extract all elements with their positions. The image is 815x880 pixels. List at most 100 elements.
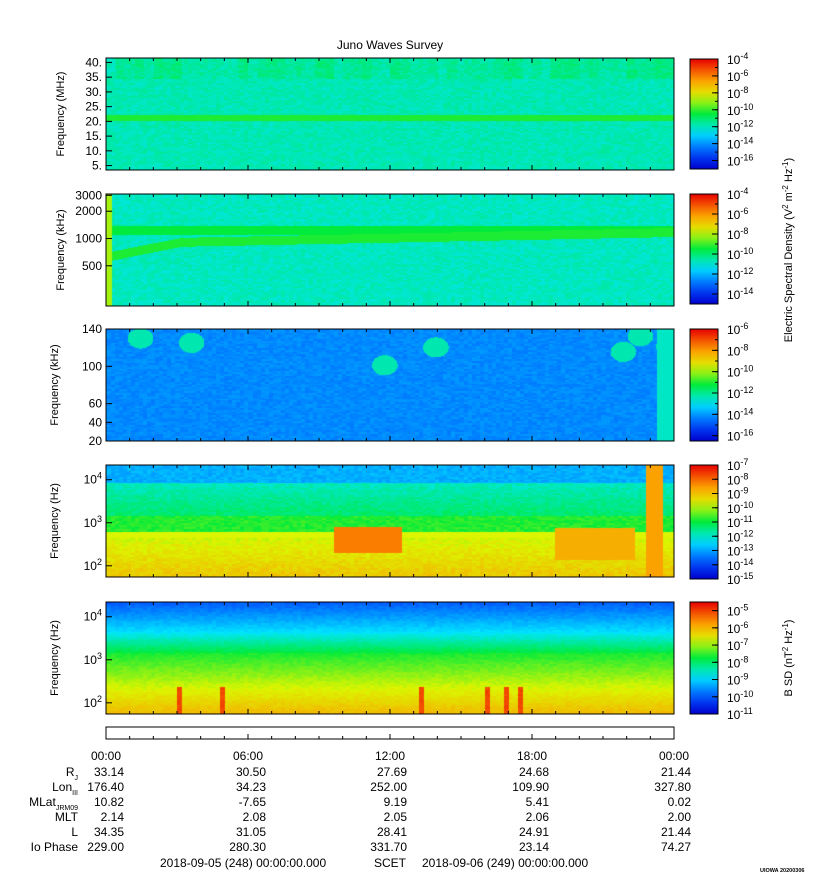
colorbar-tick-label: 10-10 bbox=[727, 246, 753, 262]
colorbar bbox=[689, 193, 719, 305]
colorbar-tick-label: 10-8 bbox=[727, 85, 748, 101]
ephemeris-value: 252.00 bbox=[370, 780, 407, 794]
colorbar-tick-label: 10-9 bbox=[727, 672, 748, 688]
ephemeris-value: 2.00 bbox=[668, 810, 692, 824]
colorbar-tick-label: 10-16 bbox=[727, 153, 753, 169]
y-tick-label: 20 bbox=[89, 434, 103, 448]
colorbar-tick-label: 10-6 bbox=[727, 620, 748, 636]
panels: 40.35.30.25.20.15.10.5. Frequency (MHz) 10… bbox=[49, 51, 753, 722]
colorbar-tick-label: 10-7 bbox=[727, 637, 748, 653]
x-tick-label: 00:00 bbox=[91, 749, 121, 763]
y-tick-label: 1000 bbox=[75, 232, 102, 246]
ephemeris-value: 327.80 bbox=[654, 780, 691, 794]
y-tick-label: 3000 bbox=[75, 188, 102, 202]
time-axis: 00:00 06:00 12:00 18:00 00:00 bbox=[91, 726, 689, 763]
colorbar-tick-label: 10-6 bbox=[727, 321, 748, 337]
y-tick-label: 20. bbox=[85, 114, 102, 128]
ephemeris-label: RJ bbox=[66, 765, 78, 782]
ephemeris-label: LonIII bbox=[52, 780, 78, 797]
ephemeris-value: 2.05 bbox=[384, 810, 408, 824]
colorbar-tick-label: 10-4 bbox=[727, 186, 748, 202]
ephemeris-label: L bbox=[71, 825, 78, 839]
spectrogram-image bbox=[106, 194, 674, 306]
colorbar-tick-label: 10-12 bbox=[727, 385, 753, 401]
y-tick-label: 30. bbox=[85, 85, 102, 99]
footer-end-time: 2018-09-06 (249) 00:00:00.000 bbox=[422, 856, 588, 870]
colorbar-tick-label: 10-8 bbox=[727, 342, 748, 358]
colorbar-tick-label: 10-14 bbox=[727, 286, 753, 302]
colorbar-tick-label: 10-8 bbox=[727, 226, 748, 242]
y-tick-label: 104 bbox=[84, 471, 102, 487]
colorbar-tick-label: 10-11 bbox=[727, 706, 753, 722]
colorbar-tick-label: 10-15 bbox=[727, 571, 753, 587]
ephemeris-value: 280.30 bbox=[229, 840, 266, 854]
chart-title: Juno Waves Survey bbox=[337, 38, 443, 52]
spectrogram-panel-3: 140 100 60 40 20 Frequency (kHz) 10-6 10-8 10-10… bbox=[49, 321, 753, 448]
ephemeris-value: 229.00 bbox=[87, 840, 124, 854]
colorbar bbox=[689, 58, 719, 170]
ephemeris-value: 5.41 bbox=[526, 795, 550, 809]
y-tick-label: 140 bbox=[82, 322, 102, 336]
ephemeris-value: 21.44 bbox=[661, 765, 691, 779]
ephemeris-value: 28.41 bbox=[377, 825, 407, 839]
ephemeris-value: 2.08 bbox=[243, 810, 267, 824]
y-tick-label: 103 bbox=[84, 651, 102, 667]
footer-scet: SCET bbox=[374, 856, 407, 870]
y-axis-label: Frequency (MHz) bbox=[55, 72, 67, 157]
ephemeris-value: 34.23 bbox=[236, 780, 266, 794]
ephemeris-label: Io Phase bbox=[31, 840, 79, 854]
y-tick-label: 102 bbox=[84, 557, 102, 573]
y-axis-label: Frequency (kHz) bbox=[49, 344, 61, 425]
spectrogram-panel-5: 104 103 102 Frequency (Hz) 10-510-610-710-8 1… bbox=[49, 601, 753, 722]
ephemeris-label: MLT bbox=[55, 810, 79, 824]
ephemeris-value: 0.02 bbox=[668, 795, 692, 809]
y-tick-label: 60 bbox=[89, 397, 103, 411]
ephemeris-value: 24.91 bbox=[519, 825, 549, 839]
ephemeris-value: 31.05 bbox=[236, 825, 266, 839]
colorbar bbox=[689, 328, 719, 442]
ephemeris-value: 33.14 bbox=[94, 765, 124, 779]
x-tick-label: 00:00 bbox=[659, 749, 689, 763]
y-axis-label: Frequency (Hz) bbox=[49, 620, 61, 696]
y-axis-label: Frequency (kHz) bbox=[55, 209, 67, 290]
x-tick-label: 06:00 bbox=[233, 749, 263, 763]
colorbar-tick-label: 10-10 bbox=[727, 689, 753, 705]
y-tick-label: 100 bbox=[82, 359, 102, 373]
ephemeris-value: 30.50 bbox=[236, 765, 266, 779]
ephemeris-value: 23.14 bbox=[519, 840, 549, 854]
y-tick-label: 2000 bbox=[75, 204, 102, 218]
colorbar-tick-label: 10-4 bbox=[727, 51, 748, 67]
spectrogram-panel-2: 3000 2000 1000 500 Frequency (kHz) 10-4 10-6 10… bbox=[55, 186, 753, 307]
spectrogram-panel-1: 40.35.30.25.20.15.10.5. Frequency (MHz) 10… bbox=[55, 51, 753, 173]
colorbar-tick-label: 10-10 bbox=[727, 102, 753, 118]
colorbar-tick-label: 10-12 bbox=[727, 119, 753, 135]
ephemeris-value: 10.82 bbox=[94, 795, 124, 809]
ephemeris-value: 21.44 bbox=[661, 825, 691, 839]
ephemeris-value: 27.69 bbox=[377, 765, 407, 779]
colorbar-tick-label: 10-8 bbox=[727, 654, 748, 670]
y-tick-label: 10. bbox=[85, 144, 102, 158]
ephemeris-value: 2.14 bbox=[101, 810, 125, 824]
y-tick-label: 15. bbox=[85, 129, 102, 143]
spectrogram-image bbox=[106, 329, 674, 441]
x-tick-label: 12:00 bbox=[375, 749, 405, 763]
colorbar bbox=[689, 601, 719, 715]
ephemeris-label: MLatJRM09 bbox=[29, 795, 78, 812]
ephemeris-value: 176.40 bbox=[87, 780, 124, 794]
spectrogram-image bbox=[106, 58, 674, 170]
colorbar-tick-label: 10-5 bbox=[727, 603, 748, 619]
ephemeris-value: 109.90 bbox=[512, 780, 549, 794]
y-tick-label: 5. bbox=[92, 159, 102, 173]
y-tick-label: 103 bbox=[84, 514, 102, 530]
x-tick-label: 18:00 bbox=[517, 749, 547, 763]
colorbar-tick-label: 10-16 bbox=[727, 428, 753, 444]
ephemeris-value: 74.27 bbox=[661, 840, 691, 854]
colorbar-title-electric: Electric Spectral Density (V2 m-2 Hz-1) bbox=[781, 158, 795, 342]
colorbar-title-magnetic: B SD (nT2 Hz-1) bbox=[781, 620, 795, 697]
ephemeris-value: 331.70 bbox=[370, 840, 407, 854]
y-tick-label: 500 bbox=[82, 259, 102, 273]
colorbar-tick-label: 10-14 bbox=[727, 406, 753, 422]
colorbar-tick-label: 10-14 bbox=[727, 136, 753, 152]
y-tick-label: 35. bbox=[85, 70, 102, 84]
